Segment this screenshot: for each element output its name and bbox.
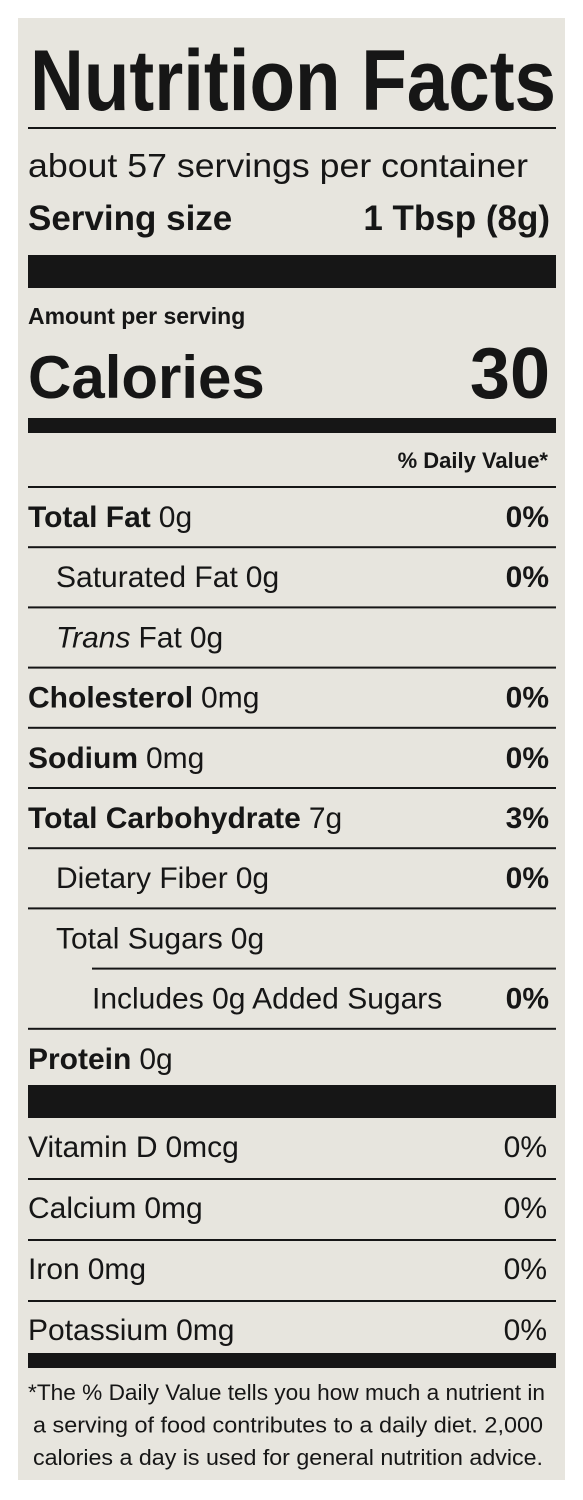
rule xyxy=(28,1178,556,1180)
nutrient-dv: 0% xyxy=(506,682,549,715)
nutrient-row: Dietary Fiber 0g xyxy=(56,862,269,895)
vitamin-name: Iron xyxy=(28,1253,80,1286)
servings: about 57 servings per container xyxy=(28,147,528,184)
vitamin-amount: 0mg xyxy=(176,1314,234,1347)
nutrient-name: Total Fat xyxy=(28,501,151,534)
rule xyxy=(28,847,556,850)
nutrient-amount: 0g xyxy=(190,621,223,654)
nutrient-name-italic: Trans xyxy=(56,621,130,654)
vitamin-dv: 0% xyxy=(504,1131,547,1164)
nutrient-row: Total Carbohydrate 7g xyxy=(28,802,342,835)
calories-label: Calories xyxy=(28,344,265,411)
vitamin-name: Calcium xyxy=(28,1192,136,1225)
vitamin-amount: 0mg xyxy=(88,1253,146,1286)
nutrient-name: Cholesterol xyxy=(28,682,193,715)
rule xyxy=(28,546,556,549)
vitamin-amount: 0mg xyxy=(144,1192,202,1225)
nutrient-dv: 0% xyxy=(506,742,549,775)
rule xyxy=(28,606,556,609)
vitamin-dv: 0% xyxy=(504,1253,547,1286)
nutrient-name: Sodium xyxy=(28,742,138,775)
rule xyxy=(92,967,556,970)
rule xyxy=(28,127,556,129)
rule xyxy=(28,787,556,789)
nutrient-row: Total Sugars 0g xyxy=(56,922,264,955)
medium-bar xyxy=(28,418,556,433)
rule xyxy=(28,1239,556,1241)
nutrient-amount: 0mg xyxy=(146,742,204,775)
vitamin-name: Vitamin D xyxy=(28,1131,158,1164)
vitamin-amount: 0mcg xyxy=(166,1131,239,1164)
rule xyxy=(28,726,556,729)
nutrient-dv: 0% xyxy=(506,561,549,594)
title: Nutrition Facts xyxy=(30,33,556,129)
footnote-line: calories a day is used for general nutri… xyxy=(33,1445,543,1470)
nutrient-name: Total Sugars xyxy=(56,922,223,955)
footnote-line: a serving of food contributes to a daily… xyxy=(33,1413,543,1438)
nutrient-amount: 7g xyxy=(309,802,342,835)
nutrient-amount: 0g xyxy=(236,862,269,895)
nutrient-name: Dietary Fiber xyxy=(56,862,228,895)
daily-value-header: % Daily Value* xyxy=(398,448,549,473)
nutrient-amount: 0g xyxy=(139,1043,172,1076)
thick-bar xyxy=(28,1085,556,1118)
calories-value: 30 xyxy=(470,334,550,414)
footnote-line: *The % Daily Value tells you how much a … xyxy=(28,1380,545,1405)
rule xyxy=(28,486,556,488)
nutrient-row: Includes 0g Added Sugars xyxy=(92,983,442,1016)
nutrient-name: Fat xyxy=(138,621,182,654)
nutrient-amount: 0g xyxy=(159,501,192,534)
nutrient-row: Cholesterol 0mg xyxy=(28,682,259,715)
nutrient-row: Trans Fat 0g xyxy=(56,621,223,654)
rule xyxy=(28,1027,556,1030)
medium-bar xyxy=(28,1353,556,1368)
nutrient-amount: 0g xyxy=(246,561,279,594)
serving-size-value: 1 Tbsp (8g) xyxy=(363,199,550,238)
nutrient-name: Includes 0g Added Sugars xyxy=(92,983,442,1016)
vitamin-dv: 0% xyxy=(504,1192,547,1225)
nutrient-name: Total Carbohydrate xyxy=(28,802,301,835)
vitamin-row: Vitamin D 0mcg xyxy=(28,1131,239,1164)
vitamin-row: Calcium 0mg xyxy=(28,1192,203,1225)
nutrient-dv: 0% xyxy=(506,983,549,1016)
nutrient-name: Saturated Fat xyxy=(56,561,238,594)
vitamin-row: Potassium 0mg xyxy=(28,1314,234,1347)
nutrient-row: Protein 0g xyxy=(28,1043,173,1076)
thick-bar xyxy=(28,255,556,288)
amount-per-serving: Amount per serving xyxy=(28,303,245,329)
nutrient-row: Sodium 0mg xyxy=(28,742,204,775)
vitamin-dv: 0% xyxy=(504,1314,547,1347)
serving-size-label: Serving size xyxy=(28,199,232,238)
nutrient-row: Saturated Fat 0g xyxy=(56,561,279,594)
vitamin-name: Potassium xyxy=(28,1314,168,1347)
nutrient-dv: 0% xyxy=(506,501,549,534)
vitamin-row: Iron 0mg xyxy=(28,1253,146,1286)
nutrient-name: Protein xyxy=(28,1043,131,1076)
nutrient-amount: 0mg xyxy=(201,682,259,715)
rule xyxy=(28,907,556,910)
nutrient-amount: 0g xyxy=(231,922,264,955)
rule xyxy=(28,666,556,669)
rule xyxy=(28,1300,556,1302)
nutrient-row: Total Fat 0g xyxy=(28,501,192,534)
nutrient-dv: 0% xyxy=(506,862,549,895)
nutrient-dv: 3% xyxy=(506,802,549,835)
